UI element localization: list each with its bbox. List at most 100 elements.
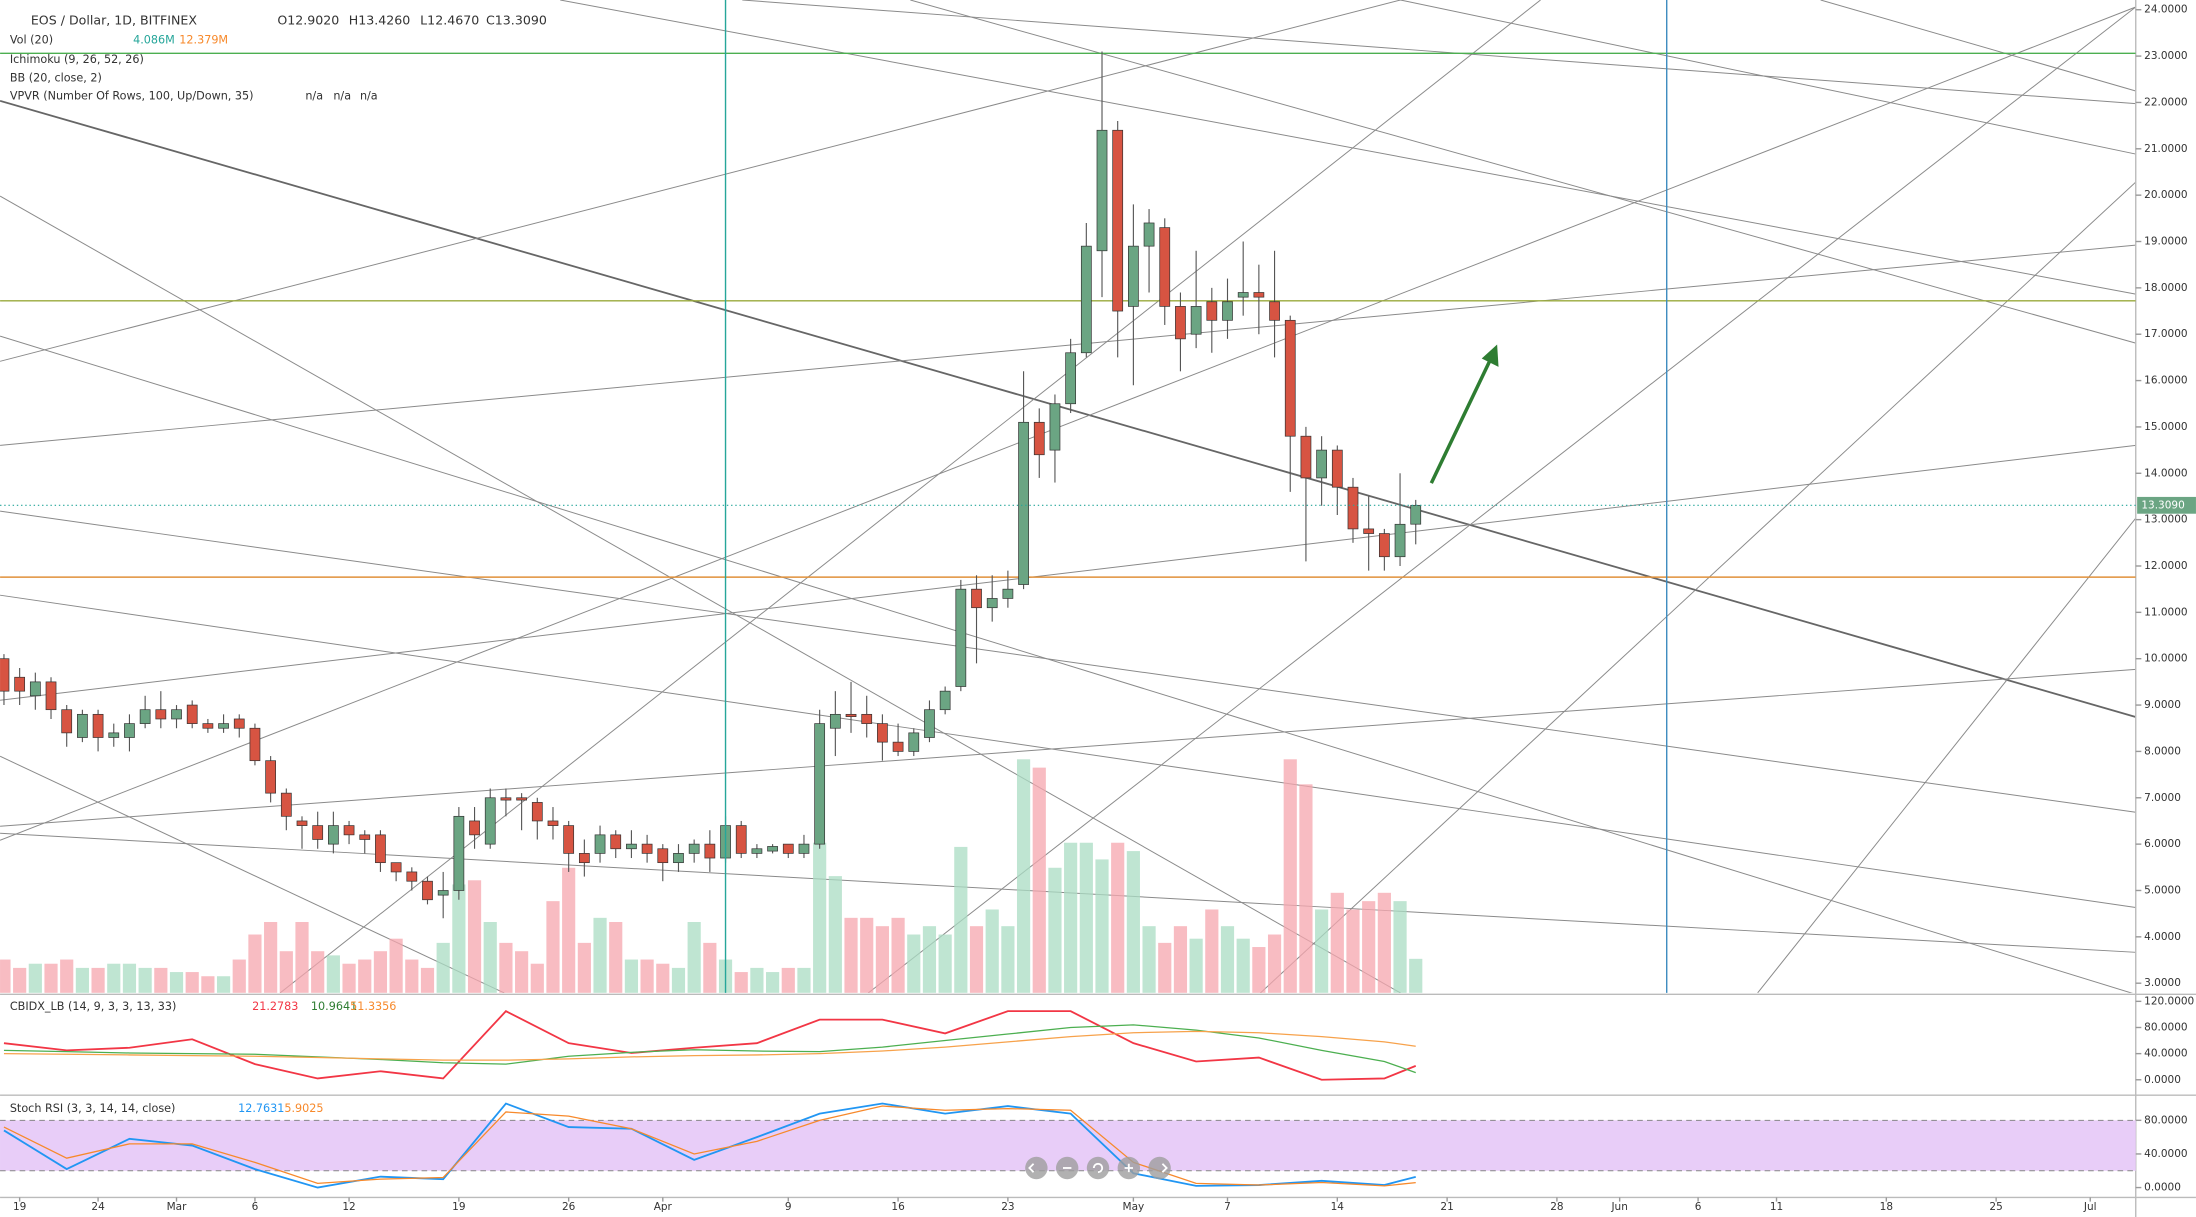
volume-bar [311,951,325,993]
volume-bar [295,922,309,993]
candle-body [986,598,998,609]
volume-bar [1393,901,1407,993]
volume-bar [185,972,199,993]
candle-body [531,802,543,822]
candle-body [563,825,575,854]
candle-body [422,880,433,901]
trend-line [1757,517,2136,993]
candle-body [641,843,653,854]
candle-body [1347,486,1359,530]
nav-button[interactable] [1117,1156,1141,1180]
ohlc-close: C13.3090 [486,13,547,28]
candle-body [500,797,512,801]
volume-bar [342,963,356,993]
candle-body [1237,292,1249,298]
x-tick-label: 19 [13,1201,26,1213]
volume-bar [13,967,27,993]
volume-bar [154,967,168,993]
y-tick-label: 3.0000 [2144,977,2181,989]
candle-body [955,588,967,687]
chart-title: EOS / Dollar, 1D, BITFINEX [31,13,198,28]
volume-bar [891,917,905,993]
x-tick-label: Apr [654,1201,673,1213]
candle-body [45,681,57,711]
indicator-value: 51.3356 [350,1000,396,1013]
y-tick-label: 10.0000 [2144,653,2187,665]
volume-bar [28,963,42,993]
y-tick-label: 9.0000 [2144,699,2181,711]
volume-bar [797,967,811,993]
candle-body [77,713,88,738]
trend-line [0,195,1401,993]
nav-button[interactable] [1055,1156,1079,1180]
x-tick-label: 19 [452,1201,465,1213]
candle-body [469,820,480,836]
volume-bar [671,967,686,993]
volume-bar [326,955,340,993]
volume-bar [1048,867,1062,993]
candle-body [578,853,590,864]
y-tick-label: 6.0000 [2144,838,2181,850]
candle-body [1143,222,1155,247]
nav-button[interactable] [1025,1156,1048,1180]
nav-button[interactable] [1086,1156,1110,1180]
candle-body [610,834,622,850]
ohlc-low: L12.4670 [420,13,479,28]
trend-line [0,510,2136,813]
vpvr-value: n/a [333,90,351,103]
volume-bar [1064,842,1078,993]
candle-body [516,797,527,801]
volume-bar [1236,938,1250,993]
indicator-value: 5.9025 [284,1102,323,1115]
volume-bar [201,976,215,993]
candle-body [1253,292,1265,298]
trend-line [868,6,2136,993]
nav-button-icon [1028,1163,1035,1173]
indicator-value: 12.7631 [238,1102,284,1115]
candle-body [0,658,10,692]
volume-bar [1001,926,1015,993]
candle-body [218,723,229,729]
candle-body [1128,245,1139,307]
candle-body [657,848,669,864]
volume-bar [420,967,435,993]
volume-bar [216,976,231,993]
volume-bar [703,942,717,993]
x-tick-label: 7 [1224,1201,1231,1213]
x-tick-label: May [1123,1201,1145,1213]
candle-body [233,718,245,729]
candle-body [453,815,465,891]
x-tick-label: 11 [1770,1201,1783,1213]
vpvr-value: n/a [360,90,378,103]
candle-body [1112,129,1124,312]
volume-bar [577,942,591,993]
trend-line [1820,0,2136,92]
y-tick-label: 20.0000 [2144,189,2187,201]
x-tick-label: Mar [167,1201,187,1213]
volume-bar [969,926,984,993]
candle-body [1080,245,1092,354]
volume-ma-value: 12.379M [179,34,228,47]
ohlc-high: H13.4260 [349,13,411,28]
volume-bar [1032,767,1046,993]
volume-bar [609,922,623,993]
x-tick-label: Jun [1610,1201,1627,1213]
indicator-line [3,1030,1416,1061]
arrow-head [1481,344,1499,367]
volume-bar [499,942,513,993]
x-tick-label: 21 [1440,1201,1453,1213]
y-tick-label: 21.0000 [2144,143,2187,155]
volume-bar [1377,892,1391,993]
nav-button[interactable] [1148,1156,1171,1180]
indicator-label: BB (20, close, 2) [10,71,102,84]
volume-bar [1346,909,1360,993]
volume-bar [389,938,403,993]
candle-body [202,723,214,729]
indicator-title: CBIDX_LB (14, 9, 3, 3, 13, 33) [10,1000,176,1013]
trend-line [1400,0,2136,155]
candle-body [359,834,371,840]
indicator-label: VPVR (Number Of Rows, 100, Up/Down, 35) [10,90,254,103]
candle-body [1331,449,1343,488]
trend-line [0,244,2136,446]
candle-body [265,760,276,794]
